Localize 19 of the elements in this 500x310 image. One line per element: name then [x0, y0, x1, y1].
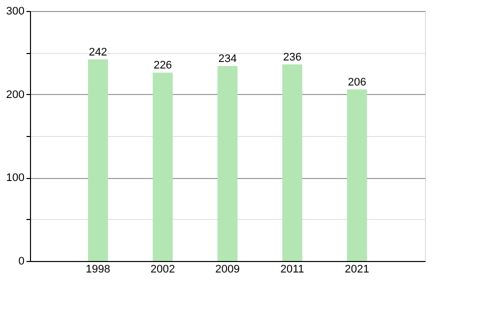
data-label: 206: [348, 76, 366, 88]
bar: [152, 72, 173, 261]
bar: [347, 89, 368, 261]
x-tick-label: 2002: [150, 264, 175, 276]
x-tick-label: 2021: [344, 264, 370, 276]
y-tick-label: 0: [18, 256, 24, 268]
x-tick-label: 2011: [280, 264, 304, 276]
data-label: 234: [218, 53, 237, 65]
bar: [282, 64, 302, 261]
bar: [218, 66, 238, 261]
data-label: 236: [283, 51, 302, 64]
y-tick-label: 300: [6, 6, 24, 18]
x-tick-label: 2009: [215, 264, 240, 276]
x-tick-label: 1998: [86, 264, 110, 276]
y-tick-label: 100: [6, 172, 24, 184]
y-tick-label: 200: [6, 88, 24, 101]
data-label: 226: [154, 60, 172, 72]
data-label: 242: [88, 46, 108, 58]
bar: [88, 59, 108, 261]
